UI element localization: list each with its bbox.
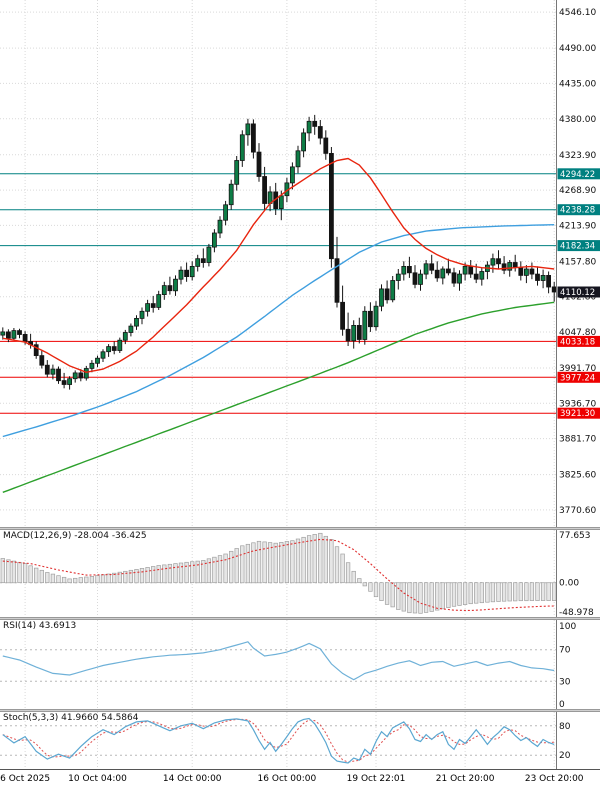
price-axis-tick: 4102.80 [559,293,596,303]
macd-signal-line [2,538,555,612]
price-level-tag-label: 4182.34 [560,242,595,252]
price-axis-tick: 3881.70 [559,435,596,445]
axis-tick-label: 100 [559,622,576,632]
axis-tick-label: 20 [559,751,571,761]
macd-histogram [0,532,557,614]
price-axis-tick: 4047.80 [559,328,596,338]
time-axis[interactable]: 6 Oct 2025 10 Oct 04:00 14 Oct 00:00 16 Oct… [0,769,600,798]
macd-canvas[interactable]: 77.653 0.00 -48.978 [0,530,600,617]
time-axis-label: 19 Oct 22:01 [346,774,406,784]
panel-separator-stoch[interactable] [0,709,600,712]
axis-tick-label: 0.00 [559,579,579,589]
price-gridlines [0,11,557,511]
panel-separator-rsi[interactable] [0,617,600,620]
price-axis-tick: 4435.00 [559,79,596,89]
panel-separator-macd[interactable] [0,527,600,530]
stoch-k-line [2,717,555,764]
current-price-tag [557,286,600,298]
price-axis-tick: 4546.10 [559,8,596,18]
price-panel: 4546.10 4490.00 4435.00 4380.00 4323.90 4268.… [0,0,600,527]
macd-indicator-label: MACD(12,26,9) -28.004 -36.425 [3,531,147,541]
rsi-panel: 100 70 30 0 RSI(14) 43.6913 [0,620,600,709]
price-level-tag-label: 3977.24 [560,373,595,383]
price-axis-tick: 3991.70 [559,364,596,374]
macd-panel: 77.653 0.00 -48.978 MACD(12,26,9) -28.004 … [0,530,600,617]
ma-mid-blue-line [2,224,555,438]
price-level-tag [557,335,600,347]
rsi-line [2,641,555,681]
price-level-tag [557,204,600,216]
stoch-panel: 80 20 Stoch(5,3,3) 41.9660 54.5864 [0,712,600,769]
price-level-tag-label: 4033.18 [560,337,595,347]
support-resistance-lines [0,173,557,414]
stoch-indicator-label: Stoch(5,3,3) 41.9660 54.5864 [3,713,139,723]
current-price-label: 4110.12 [560,288,595,298]
price-level-tag [557,240,600,252]
price-level-tag-label: 4294.22 [560,170,595,180]
time-axis-label: 10 Oct 04:00 [68,774,127,784]
time-axis-label: 21 Oct 20:00 [435,774,495,784]
time-axis-label: 6 Oct 2025 [0,774,51,784]
time-axis-label: 23 Oct 20:00 [524,774,584,784]
vertical-gridlines [24,712,555,769]
price-level-tag-label: 3921.30 [560,409,595,419]
price-level-tag-label: 4238.28 [560,206,595,216]
rsi-canvas[interactable]: 100 70 30 0 [0,620,600,709]
price-level-tag [557,168,600,180]
axis-tick-label: 70 [559,646,571,656]
price-axis-tick: 3825.60 [559,471,596,481]
axis-tick-label: 80 [559,722,571,732]
ma-slow-green-line [2,301,555,493]
price-level-tag [557,371,600,383]
candles-group[interactable] [0,114,557,390]
axis-tick-label: 77.653 [559,531,591,541]
stoch-canvas[interactable]: 80 20 [0,712,600,769]
axis-tick-label: -48.978 [559,608,594,617]
price-axis-tick: 4157.80 [559,257,596,267]
price-axis-tick: 4268.90 [559,186,596,196]
price-axis-tick: 4380.00 [559,115,596,125]
price-axis-tick: 4490.00 [559,44,596,54]
price-level-tag [557,407,600,419]
time-axis-label: 14 Oct 00:00 [162,774,222,784]
axis-tick-label: 30 [559,677,571,687]
price-axis-tick: 4323.90 [559,151,596,161]
price-axis-tick: 3936.70 [559,399,596,409]
vertical-gridlines [24,620,555,709]
rsi-indicator-label: RSI(14) 43.6913 [3,621,77,631]
time-axis-label: 16 Oct 00:00 [257,774,317,784]
axis-tick-label: 0 [559,700,565,709]
vertical-gridlines [24,530,555,617]
ma-fast-red-line [2,157,555,374]
price-chart-canvas[interactable]: 4546.10 4490.00 4435.00 4380.00 4323.90 4268.… [0,0,600,527]
vertical-gridlines [24,0,555,527]
price-axis-tick: 4213.90 [559,221,596,231]
price-axis-tick: 3770.60 [559,506,596,516]
